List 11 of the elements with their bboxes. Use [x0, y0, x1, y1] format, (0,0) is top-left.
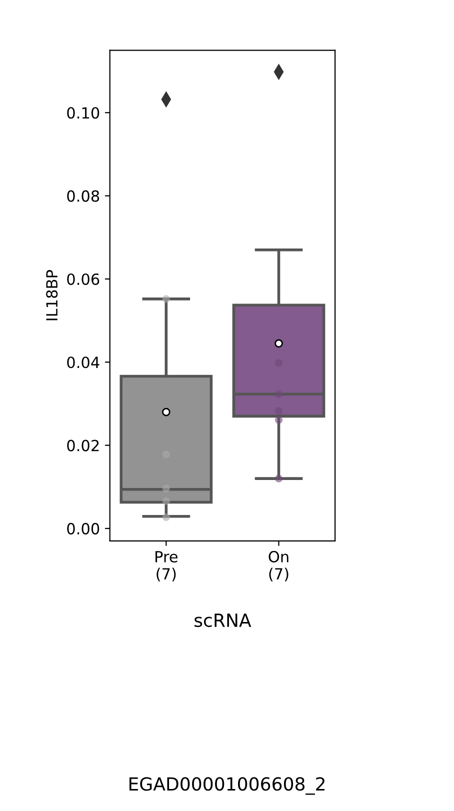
- text: EGAD00001006608_2: [130, 777, 324, 795]
- y-tick-label: 0.10: [67, 107, 100, 119]
- y-tick-label: 0.06: [67, 273, 100, 285]
- x-tick-label: Pre (7): [156, 551, 178, 582]
- x-tick-label: On (7): [268, 550, 288, 582]
- y-tick-label: 0.04: [67, 356, 100, 368]
- y-tick-label: 0.02: [67, 440, 99, 452]
- y-axis-title: IL18BP: [46, 270, 58, 320]
- y-tick-label: 0.08: [67, 190, 100, 202]
- y-tick-label: 0.00: [67, 522, 100, 534]
- x-axis-title: scRNA: [194, 614, 252, 628]
